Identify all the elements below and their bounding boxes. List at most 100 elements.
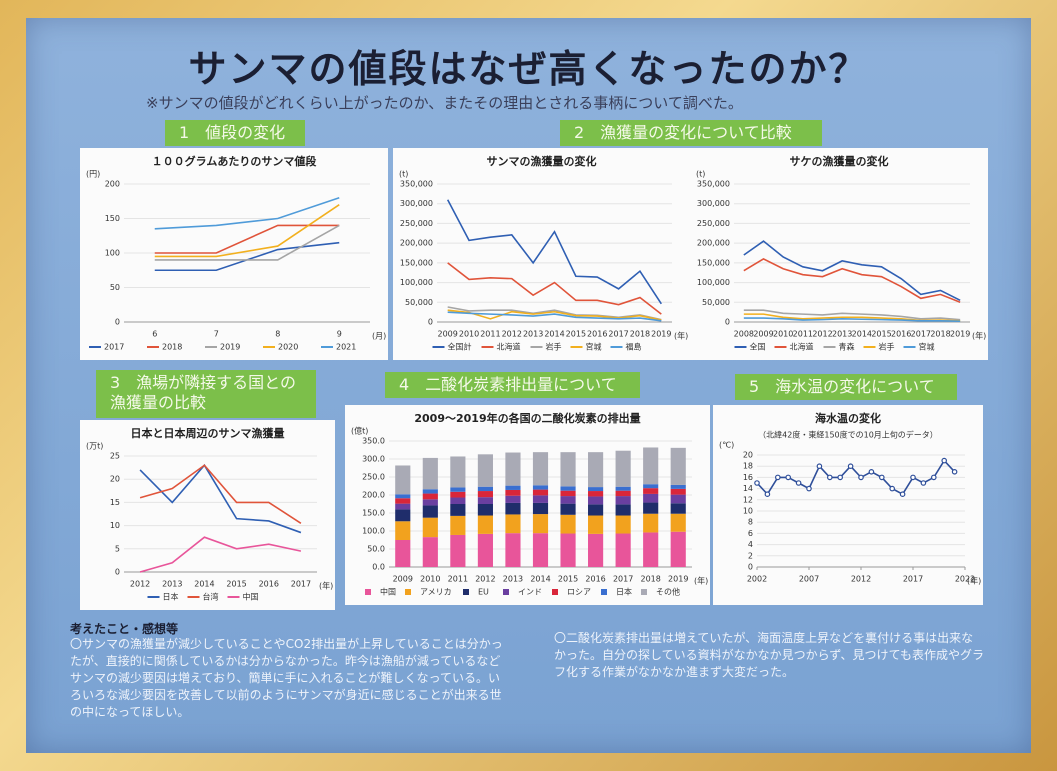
y-tick-label: 200.0: [362, 491, 385, 500]
legend-label: 岩手: [546, 342, 562, 352]
bar-segment: [395, 494, 410, 498]
bar-segment: [450, 487, 465, 491]
line: [140, 537, 301, 572]
poster-subtitle: ※サンマの値段がどれくらい上がったのか、またその理由とされる事柄について調べた。: [146, 92, 743, 113]
x-tick-label: 2012: [812, 330, 832, 339]
legend-label: 日本: [616, 587, 632, 597]
bar-segment: [478, 487, 493, 491]
x-tick-label: 2019: [950, 330, 970, 339]
bar-segment: [478, 491, 493, 497]
x-tick-label: 2010: [420, 575, 440, 584]
x-tick-label: 2012: [851, 575, 871, 584]
x-tick-label: 7: [214, 330, 219, 339]
poster-title: サンマの値段はなぜ高くなったのか？: [26, 38, 1031, 93]
chart-title: １００グラムあたりのサンマ値段: [152, 154, 317, 168]
y-tick-label: 0: [115, 568, 120, 577]
y-tick-label: 150: [105, 214, 120, 223]
x-tick-label: 2002: [747, 575, 767, 584]
y-tick-label: 0.0: [372, 563, 385, 572]
x-tick-label: 2009: [393, 575, 413, 584]
bar-segment: [505, 486, 520, 490]
legend-swatch: [365, 589, 371, 595]
bar-segment: [395, 498, 410, 503]
y-tick-label: 300,000: [697, 199, 730, 208]
bar-segment: [450, 492, 465, 498]
x-tick-label: 2015: [558, 575, 578, 584]
x-tick-label: 2017: [903, 575, 923, 584]
y-tick-label: 4: [748, 540, 753, 549]
marker: [755, 481, 759, 485]
bar-segment: [423, 489, 438, 493]
marker: [859, 475, 863, 479]
legend-label: ロシア: [567, 588, 591, 597]
bar-segment: [643, 488, 658, 494]
bar-segment: [560, 504, 575, 515]
legend-label: 2020: [278, 343, 298, 352]
x-tick-label: 2017: [291, 580, 311, 589]
bar-segment: [588, 487, 603, 491]
y-unit: (円): [86, 170, 100, 179]
bar-segment: [478, 497, 493, 504]
bar-segment: [560, 486, 575, 490]
marker: [776, 475, 780, 479]
y-tick-label: 200: [105, 180, 120, 189]
y-unit: (℃): [719, 441, 734, 450]
marker: [911, 475, 915, 479]
legend-swatch: [405, 589, 411, 595]
y-tick-label: 100,000: [697, 278, 730, 287]
bar-segment: [616, 516, 631, 534]
bar-segment: [560, 496, 575, 504]
y-tick-label: 50.0: [367, 545, 385, 554]
marker: [765, 492, 769, 496]
legend-label: 中国: [243, 592, 259, 602]
bar-segment: [671, 485, 686, 489]
legend-label: 2021: [336, 343, 356, 352]
legend-label: 福島: [626, 342, 642, 352]
x-tick-label: 2012: [130, 580, 150, 589]
legend-label: その他: [656, 587, 680, 597]
y-tick-label: 150,000: [400, 258, 433, 267]
chart-title: サケの漁獲量の変化: [790, 154, 889, 168]
marker: [900, 492, 904, 496]
bar-segment: [616, 491, 631, 496]
x-tick-label: 2013: [523, 330, 543, 339]
y-tick-label: 200,000: [697, 239, 730, 248]
marker: [952, 470, 956, 474]
x-tick-label: 2015: [566, 330, 586, 339]
line: [155, 205, 340, 257]
bar-segment: [671, 448, 686, 485]
x-tick-label: 2019: [651, 330, 671, 339]
bar-segment: [423, 499, 438, 505]
legend-label: インド: [518, 588, 542, 597]
marker: [796, 481, 800, 485]
y-unit: (万t): [86, 442, 103, 451]
bar-segment: [450, 504, 465, 516]
bar-segment: [643, 514, 658, 533]
y-unit: (t): [696, 170, 705, 179]
chart-title: 2009～2019年の各国の二酸化炭素の排出量: [414, 411, 640, 425]
bar-segment: [478, 516, 493, 534]
y-tick-label: 18: [743, 462, 753, 471]
bar-segment: [478, 504, 493, 516]
y-tick-label: 250.0: [362, 473, 385, 482]
line: [744, 259, 960, 302]
bar-segment: [643, 532, 658, 567]
bar-segment: [478, 454, 493, 486]
line: [140, 465, 301, 532]
x-tick-label: 8: [275, 330, 280, 339]
x-unit: (年): [319, 581, 333, 591]
x-tick-label: 2017: [613, 575, 633, 584]
bar-segment: [671, 489, 686, 495]
y-tick-label: 350,000: [400, 180, 433, 189]
y-tick-label: 12: [743, 495, 753, 504]
marker: [848, 464, 852, 468]
y-tick-label: 5: [115, 544, 120, 553]
marker: [817, 464, 821, 468]
x-tick-label: 2016: [585, 575, 605, 584]
marker: [838, 475, 842, 479]
bar-segment: [588, 496, 603, 504]
legend-swatch: [503, 589, 509, 595]
poster: サンマの値段はなぜ高くなったのか？ ※サンマの値段がどれくらい上がったのか、また…: [26, 18, 1031, 753]
bar-segment: [533, 490, 548, 496]
